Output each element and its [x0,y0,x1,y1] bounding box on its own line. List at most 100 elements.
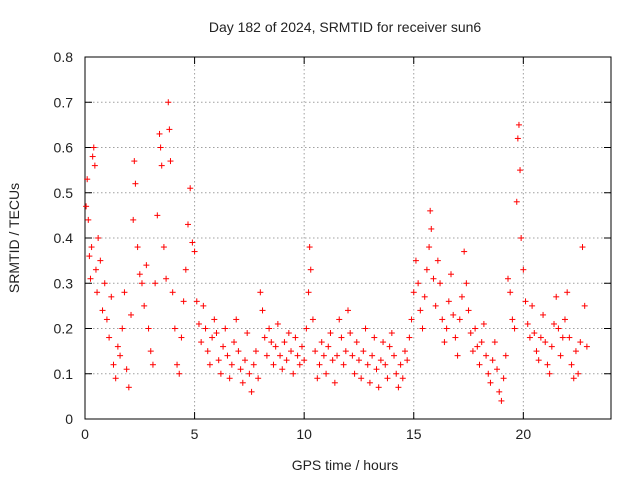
data-point-marker [143,262,150,269]
data-point-marker [353,339,360,346]
data-point-marker [439,316,446,323]
data-point-marker [423,266,430,273]
data-point-marker [476,361,483,368]
data-point-marker [520,266,527,273]
data-point-marker [445,298,452,305]
data-point-marker [327,330,334,337]
data-point-marker [283,357,290,364]
data-point-marker [515,121,522,128]
data-point-marker [193,298,200,305]
data-point-marker [404,357,411,364]
data-point-marker [480,320,487,327]
data-point-marker [228,361,235,368]
data-point-marker [189,239,196,246]
data-point-marker [371,334,378,341]
data-point-marker [320,352,327,359]
data-point-marker [336,316,343,323]
data-points [83,99,590,404]
data-point-marker [347,330,354,337]
data-point-marker [452,334,459,341]
x-axis-label: GPS time / hours [292,457,399,473]
data-point-marker [375,384,382,391]
data-point-marker [345,307,351,314]
data-point-marker [185,221,192,228]
x-tick-label: 5 [191,426,199,442]
data-point-marker [149,361,156,368]
data-point-marker [504,275,511,282]
y-tick-label: 0.2 [54,321,74,337]
data-point-marker [430,275,437,282]
data-point-marker [112,375,119,382]
data-point-marker [277,352,284,359]
data-point-marker [535,357,542,364]
data-point-marker [408,316,415,323]
data-point-marker [458,293,465,300]
data-point-marker [281,339,288,346]
data-point-marker [467,330,474,337]
data-point-marker [358,375,365,382]
data-point-marker [94,289,101,296]
data-point-marker [502,352,509,359]
data-point-marker [491,339,498,346]
data-point-marker [369,352,376,359]
grid-lines [85,57,611,419]
data-point-marker [84,176,91,183]
data-point-marker [340,361,347,368]
data-point-marker [362,325,369,332]
data-point-marker [489,357,496,364]
data-point-marker [305,289,312,296]
data-point-marker [428,225,435,232]
data-point-marker [296,361,303,368]
data-point-marker [301,357,308,364]
data-point-marker [117,352,124,359]
data-point-marker [169,289,176,296]
data-point-marker [401,348,408,355]
data-point-marker [290,370,297,377]
data-point-marker [469,348,476,355]
data-point-marker [167,158,174,165]
data-point-marker [559,334,566,341]
data-point-marker [412,257,419,264]
data-point-marker [555,325,562,332]
data-point-marker [474,343,481,350]
data-point-marker [160,244,167,251]
data-point-marker [329,357,336,364]
data-point-marker [564,289,571,296]
data-point-marker [191,248,198,255]
data-point-marker [524,320,531,327]
data-point-marker [125,384,132,391]
data-point-marker [393,370,400,377]
x-tick-label: 20 [516,426,532,442]
data-point-marker [581,302,588,309]
data-point-marker [517,167,524,174]
data-point-marker [222,325,229,332]
data-point-marker [360,348,367,355]
data-point-marker [154,212,161,219]
data-point-marker [391,352,398,359]
data-point-marker [257,289,264,296]
data-point-marker [533,348,540,355]
y-tick-label: 0.5 [54,185,74,201]
data-point-marker [171,325,178,332]
data-point-marker [456,316,463,323]
data-point-marker [215,357,222,364]
x-tick-label: 10 [296,426,312,442]
data-point-marker [110,361,117,368]
data-point-marker [198,339,205,346]
data-point-marker [294,352,301,359]
data-point-marker [152,280,159,287]
data-point-marker [566,334,573,341]
data-point-marker [178,334,185,341]
data-point-marker [382,361,389,368]
data-point-marker [498,397,505,404]
data-point-marker [487,379,494,386]
axis-ticks: 0 0.1 0.2 0.3 0.4 0.5 0.6 0.7 0.8 0 5 10 15 20 [54,49,611,442]
data-point-marker [195,320,202,327]
data-point-marker [270,361,277,368]
data-point-marker [417,307,424,314]
data-point-marker [386,343,393,350]
data-point-marker [507,289,514,296]
data-point-marker [426,244,433,251]
data-point-marker [448,271,455,278]
data-point-marker [263,352,270,359]
